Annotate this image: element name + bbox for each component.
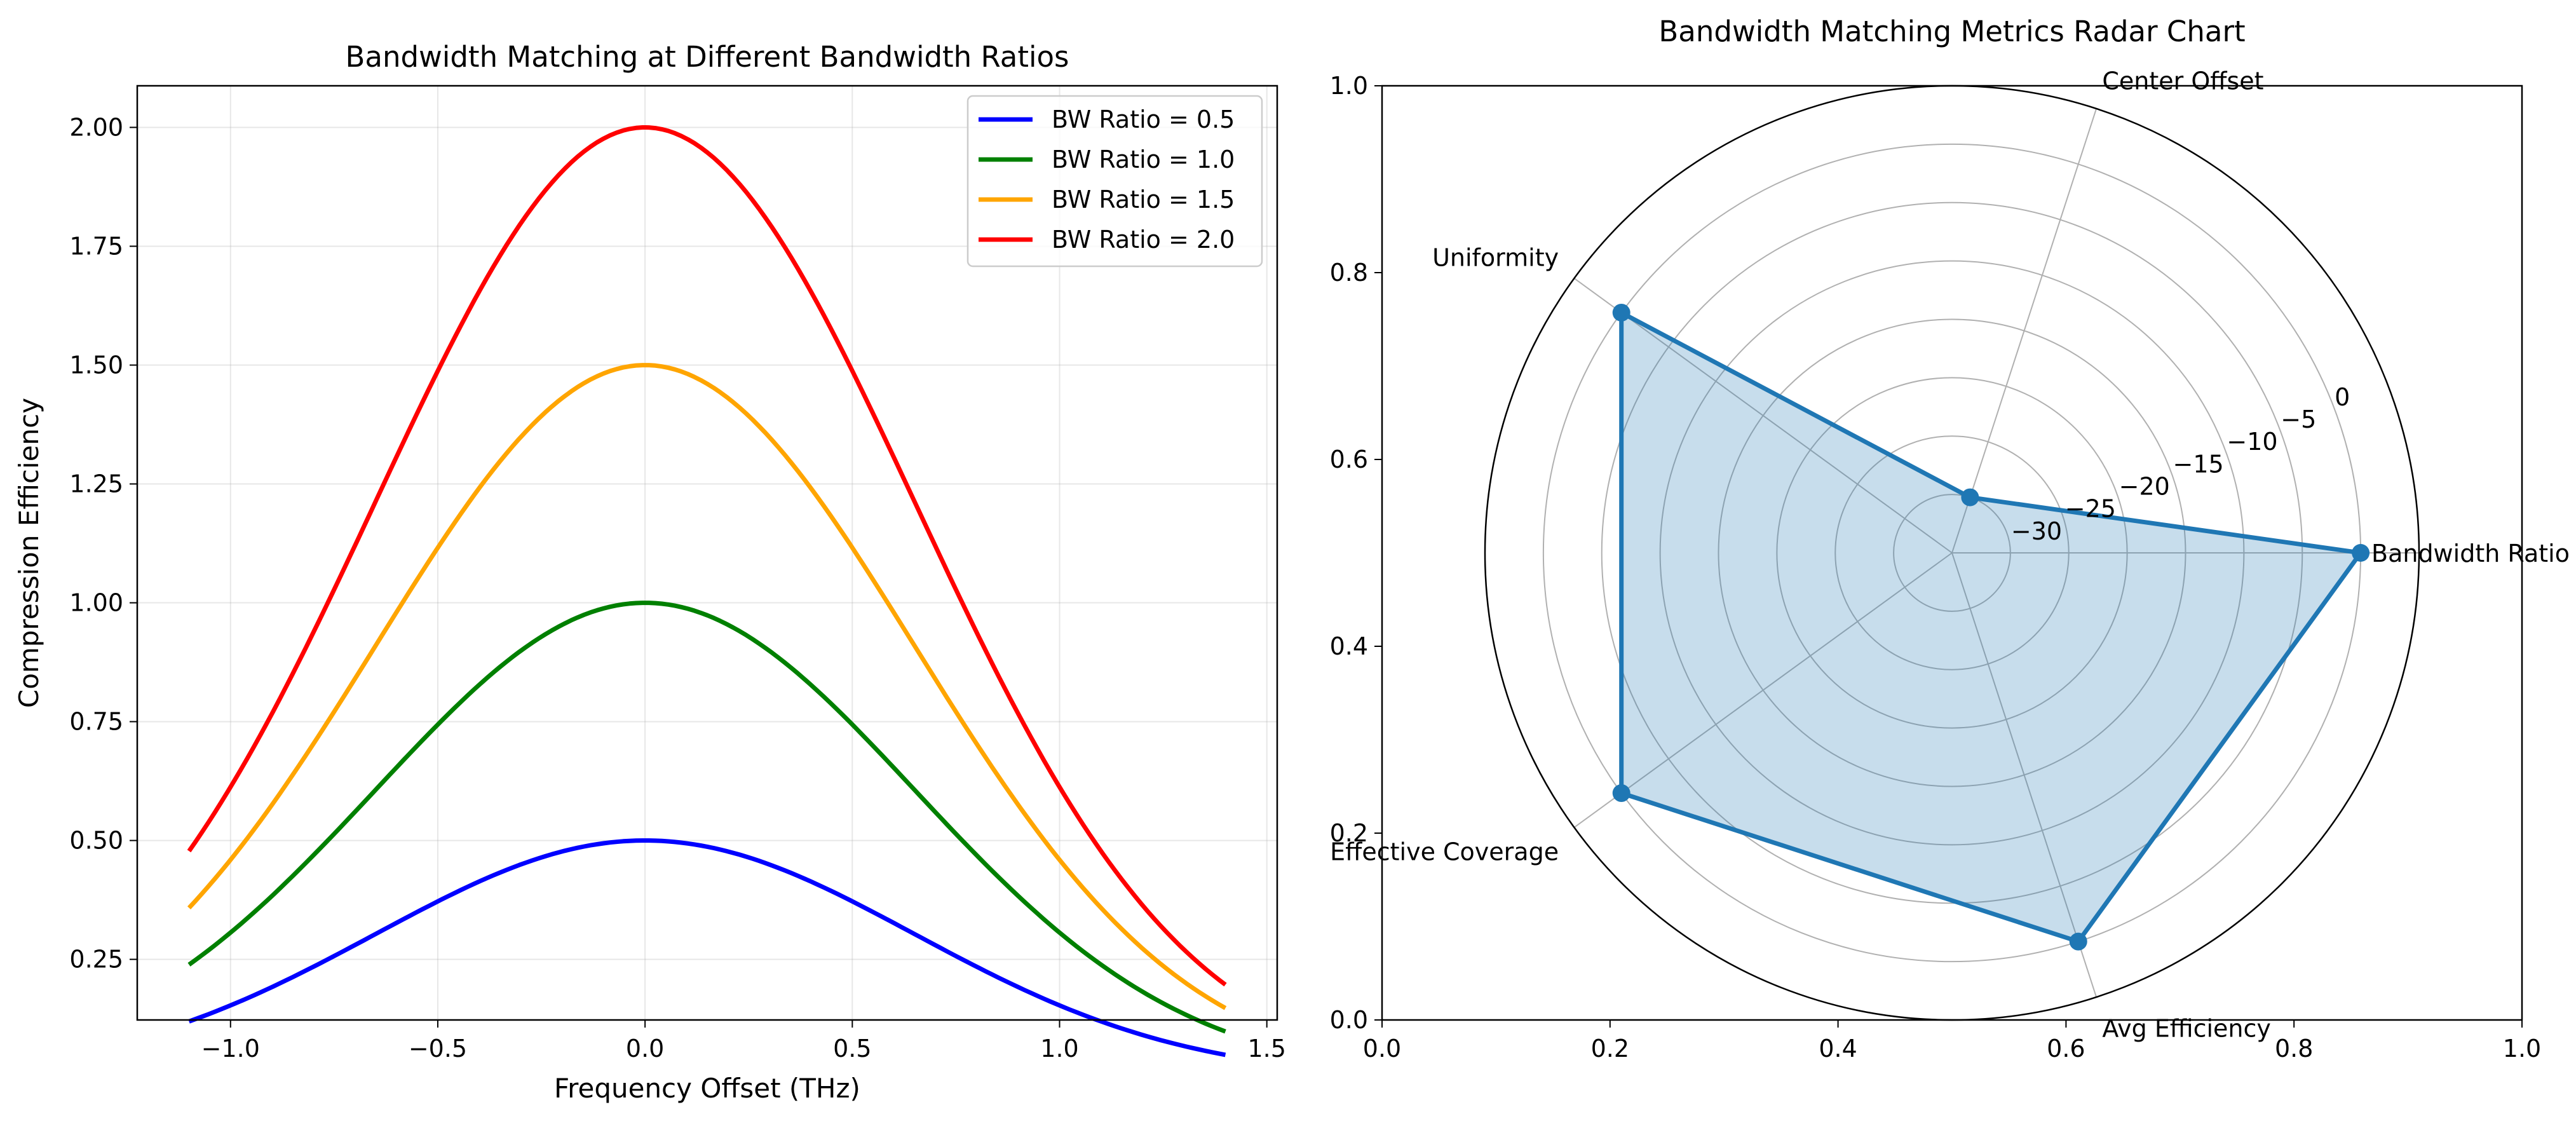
line-chart-plot-frame: [136, 85, 1278, 1021]
outer-y-tick-label: 0.4: [1330, 632, 1368, 660]
legend-label: BW Ratio = 1.5: [1052, 186, 1235, 214]
radial-tick-label: −10: [2227, 428, 2277, 456]
y-tick-label: 1.75: [69, 232, 123, 260]
outer-y-tick-label: 1.0: [1330, 72, 1368, 100]
outer-x-tick-label: 0.8: [2275, 1035, 2313, 1063]
legend-label: BW Ratio = 2.0: [1052, 226, 1235, 254]
outer-y-tick-label: 0.2: [1330, 819, 1368, 847]
x-tick-label: −0.5: [409, 1035, 467, 1063]
radar-outer-circle: [1484, 85, 2420, 1021]
x-tick-label: 1.5: [1247, 1035, 1285, 1063]
radar-point-0: [2352, 544, 2370, 562]
series-line-bw-ratio-0.5: [188, 838, 1226, 1057]
radar-outer-x-ticks: 0.0 0.2 0.4 0.6 0.8 1.0: [1363, 1020, 2541, 1063]
radial-tick-label: −30: [2011, 517, 2062, 545]
spoke-gridline: [1951, 108, 2098, 554]
x-tick-label: 1.0: [1040, 1035, 1078, 1063]
line-chart-series-group: [187, 125, 1227, 1057]
radar-grid: [1484, 85, 2420, 1021]
outer-x-tick-label: 0.6: [2047, 1035, 2085, 1063]
legend-label: BW Ratio = 0.5: [1052, 105, 1235, 133]
category-label-4: Avg Efficiency: [2102, 1015, 2271, 1043]
y-tick-label: 1.25: [69, 470, 123, 498]
y-tick-label: 0.50: [69, 827, 123, 855]
line-chart-y-ticks: 0.25 0.50 0.75 1.00 1.25 1.50 1.75 2.00: [69, 113, 137, 974]
outer-y-tick-label: 0.0: [1330, 1006, 1368, 1034]
line-chart-title: Bandwidth Matching at Different Bandwidt…: [346, 40, 1069, 74]
radar-category-labels: Bandwidth Ratio Center Offset Uniformity Ef…: [1330, 67, 2570, 1042]
radial-tick-label: −20: [2119, 473, 2170, 501]
series-line-bw-ratio-1.5: [187, 363, 1227, 1010]
radial-tick-label: 0: [2335, 383, 2350, 411]
line-chart-y-label: Compression Efficiency: [13, 398, 44, 708]
outer-y-tick-label: 0.8: [1330, 259, 1368, 287]
x-tick-label: −1.0: [201, 1035, 260, 1063]
y-tick-label: 1.00: [69, 589, 123, 617]
radar-data-group: [1612, 303, 2370, 951]
outer-y-tick-label: 0.6: [1330, 445, 1368, 473]
radar-area-fill: [1621, 313, 2361, 942]
radar-chart-panel: Bandwidth Matching Metrics Radar Chart 0…: [1330, 15, 2570, 1063]
x-tick-label: 0.5: [833, 1035, 871, 1063]
outer-x-tick-label: 0.2: [1591, 1035, 1629, 1063]
radar-point-4: [2069, 932, 2087, 951]
line-chart-panel: Bandwidth Matching at Different Bandwidt…: [13, 40, 1286, 1104]
outer-x-tick-label: 1.0: [2503, 1035, 2541, 1063]
series-line-bw-ratio-1: [187, 601, 1226, 1034]
radar-point-3: [1612, 784, 1630, 803]
category-label-2: Uniformity: [1432, 243, 1559, 271]
radar-chart-title: Bandwidth Matching Metrics Radar Chart: [1658, 15, 2245, 48]
legend-frame: [966, 95, 1263, 268]
radar-point-1: [1961, 488, 1979, 506]
line-chart-x-label: Frequency Offset (THz): [554, 1073, 860, 1104]
y-tick-label: 1.50: [69, 351, 123, 379]
line-chart-x-ticks: −1.0 −0.5 0.0 0.5 1.0 1.5: [201, 1020, 1286, 1063]
radial-tick-label: −15: [2173, 450, 2224, 478]
legend-label: BW Ratio = 1.0: [1052, 146, 1235, 173]
spoke-gridline: [1573, 552, 1953, 828]
radar-point-2: [1612, 303, 1630, 322]
y-tick-label: 2.00: [69, 113, 123, 141]
radial-tick-label: −5: [2281, 405, 2316, 433]
spoke-gridline: [1951, 552, 2098, 998]
legend-items: BW Ratio = 0.5 BW Ratio = 1.0 BW Ratio = 1…: [979, 105, 1235, 254]
radial-tick-label: −25: [2065, 495, 2116, 523]
outer-x-tick-label: 0.4: [1819, 1035, 1857, 1063]
radar-outer-y-ticks: 0.0 0.2 0.4 0.6 0.8 1.0: [1330, 72, 1382, 1034]
radar-radial-tick-labels: −30−25−20−15−10−5 0: [2011, 383, 2350, 545]
x-tick-label: 0.0: [626, 1035, 664, 1063]
category-label-1: Center Offset: [2102, 67, 2263, 95]
line-chart-legend: BW Ratio = 0.5 BW Ratio = 1.0 BW Ratio = 1…: [966, 95, 1263, 268]
category-label-0: Bandwidth Ratio: [2371, 540, 2570, 567]
y-tick-label: 0.75: [69, 708, 123, 736]
spoke-gridline: [1573, 278, 1953, 554]
radar-outline: [1619, 310, 2363, 944]
series-line-bw-ratio-2: [187, 125, 1227, 987]
category-label-3: Effective Coverage: [1330, 838, 1559, 866]
outer-x-tick-label: 0.0: [1363, 1035, 1401, 1063]
y-tick-label: 0.25: [69, 946, 123, 974]
